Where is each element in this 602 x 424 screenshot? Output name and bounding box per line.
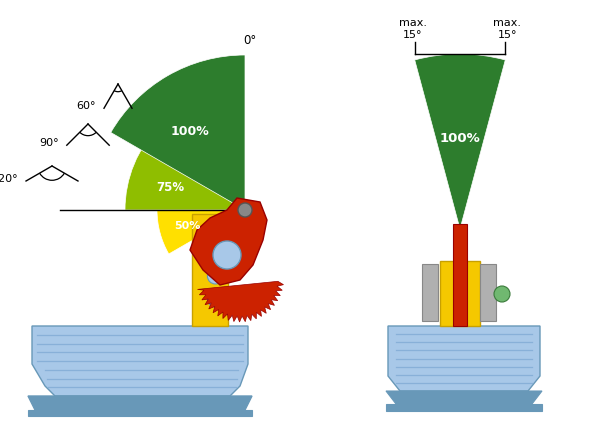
FancyBboxPatch shape xyxy=(192,214,228,326)
Circle shape xyxy=(213,241,241,269)
Text: 90°: 90° xyxy=(39,138,59,148)
Polygon shape xyxy=(190,198,267,285)
Text: 100%: 100% xyxy=(170,125,209,138)
Circle shape xyxy=(208,246,223,262)
FancyBboxPatch shape xyxy=(422,264,438,321)
Text: 100%: 100% xyxy=(439,131,480,145)
Text: 50%: 50% xyxy=(175,221,200,232)
FancyBboxPatch shape xyxy=(440,261,480,326)
Polygon shape xyxy=(28,410,252,416)
Polygon shape xyxy=(197,281,284,322)
Text: max.
15°: max. 15° xyxy=(399,18,427,40)
Wedge shape xyxy=(157,122,245,254)
Circle shape xyxy=(208,221,223,237)
Polygon shape xyxy=(386,391,542,404)
Text: 60°: 60° xyxy=(76,101,96,111)
Circle shape xyxy=(208,291,223,307)
Text: 75%: 75% xyxy=(157,181,184,194)
Circle shape xyxy=(494,286,510,302)
Polygon shape xyxy=(388,326,540,391)
FancyBboxPatch shape xyxy=(386,404,542,411)
Text: 0°: 0° xyxy=(243,34,256,47)
Text: 120°: 120° xyxy=(0,174,18,184)
Polygon shape xyxy=(28,396,252,410)
Text: max.
15°: max. 15° xyxy=(493,18,521,40)
Wedge shape xyxy=(111,55,245,210)
FancyBboxPatch shape xyxy=(480,264,496,321)
Circle shape xyxy=(238,203,252,217)
Wedge shape xyxy=(125,90,245,210)
Circle shape xyxy=(208,268,223,284)
Polygon shape xyxy=(32,326,248,396)
Wedge shape xyxy=(415,54,505,229)
FancyBboxPatch shape xyxy=(453,224,467,326)
